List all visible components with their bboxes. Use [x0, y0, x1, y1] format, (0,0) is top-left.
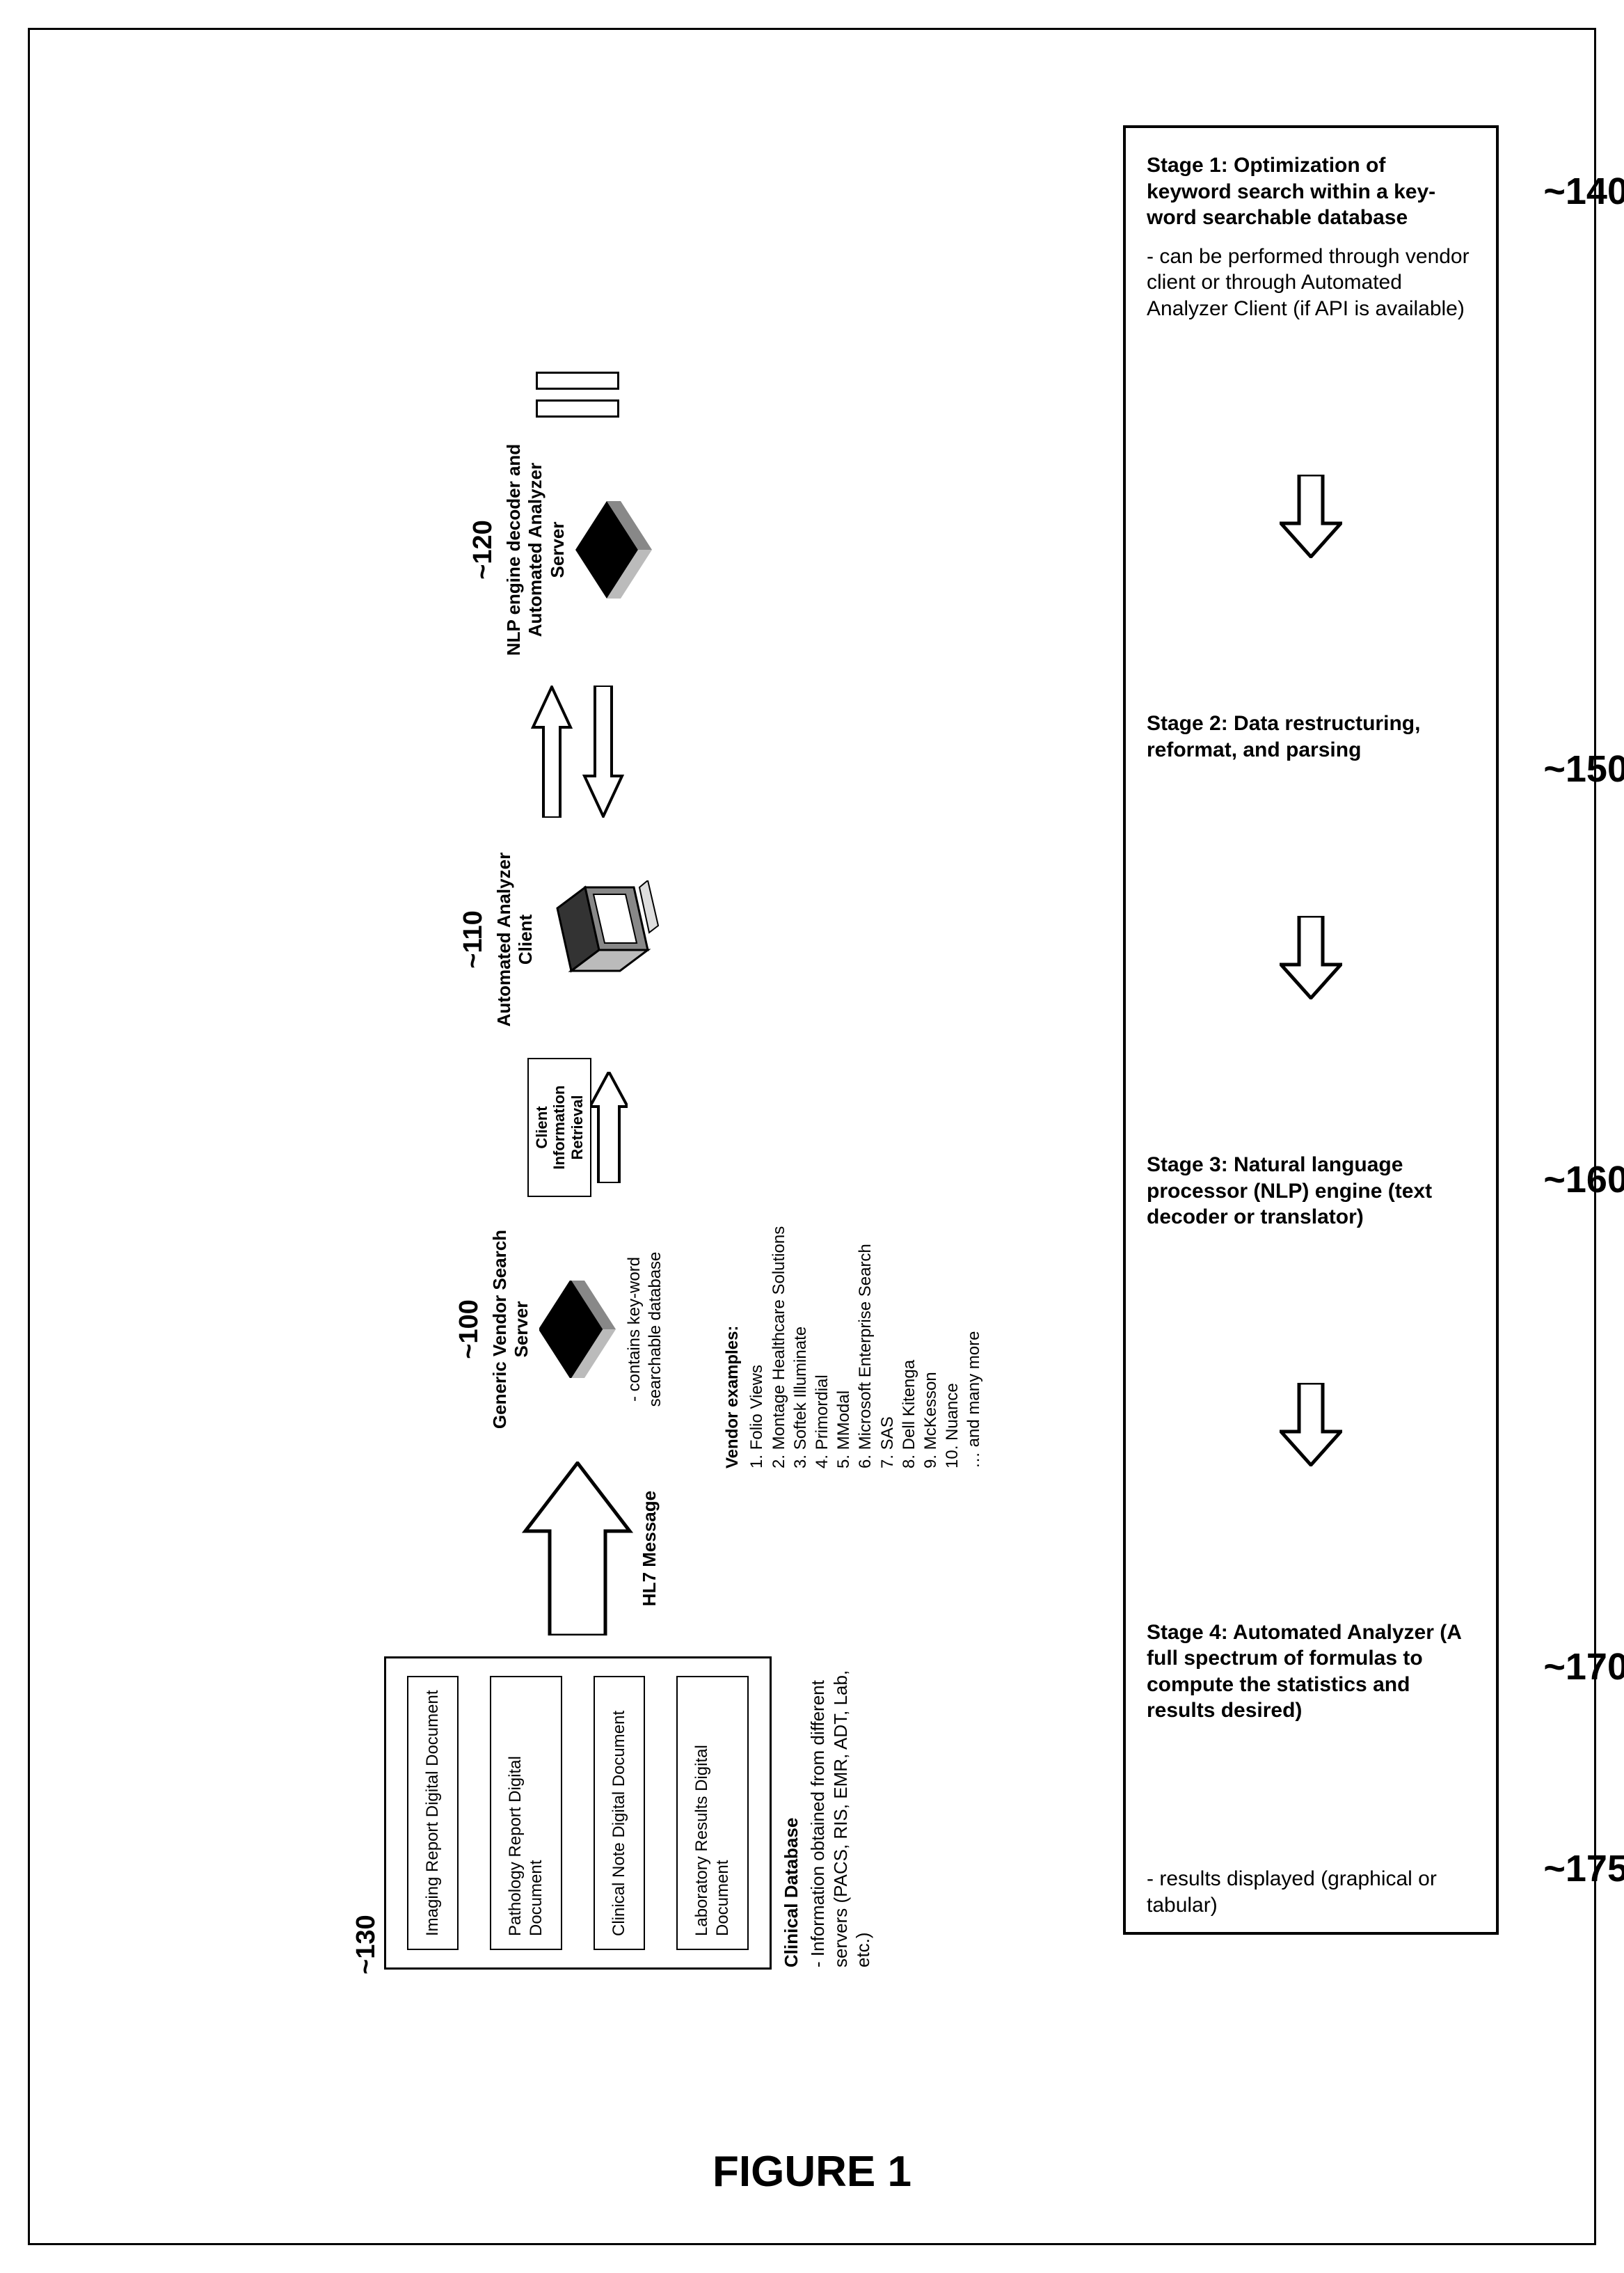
ref-160: ~160: [1543, 1158, 1624, 1201]
flow-row: ~130 Imaging Report Digital Document Pat…: [160, 132, 995, 1970]
doc-lab-results: Laboratory Results Digital Document: [676, 1676, 749, 1950]
stage-1-sub: - can be performed through vendor client…: [1147, 244, 1475, 322]
ref-150: ~150: [1543, 747, 1624, 791]
ref-100: ~100: [454, 1299, 484, 1359]
clinical-db-sub: - Information obtained from different se…: [806, 1658, 875, 1967]
vendor-server-sub: - contains key-word searchable database: [624, 1218, 666, 1441]
down-arrow-2: [1147, 916, 1475, 999]
stage-5-sub: - results displayed (graphical or tabula…: [1147, 1867, 1437, 1917]
stages-panel: ~140 ~150 ~160 ~170 ~175 Stage 1: Optimi…: [1123, 125, 1499, 1935]
ref-110: ~110: [459, 910, 488, 969]
vendor-item: 10. Nuance: [941, 1176, 963, 1468]
stage-3-title: Stage 3: Natural language processor (NLP…: [1147, 1153, 1432, 1228]
arrow-left-icon: [582, 686, 624, 818]
arrow-down-icon: [1280, 475, 1342, 558]
vendor-examples: Vendor examples: 1. Folio Views 2. Monta…: [722, 1176, 985, 1468]
cir-label: Client Information Retrieval: [527, 1058, 591, 1197]
stage-4: Stage 4: Automated Analyzer (A full spec…: [1147, 1619, 1475, 1724]
doc-pathology: Pathology Report Digital Document: [490, 1676, 562, 1950]
ref-120: ~120: [468, 520, 498, 580]
vendor-server-node: ~100 Generic Vendor Search Server - cont…: [489, 1218, 666, 1441]
vendor-item: 3. Softek Illuminate: [790, 1176, 811, 1468]
vendor-item: 5. MModal: [833, 1176, 854, 1468]
arrow-down-icon: [1280, 1383, 1342, 1466]
pause-bars-icon: [536, 372, 619, 418]
vendor-item: 1. Folio Views: [746, 1176, 767, 1468]
vendor-item: 4. Primordial: [811, 1176, 833, 1468]
nlp-server-node: ~120 NLP engine decoder and Automated An…: [503, 438, 652, 661]
down-arrow-1: [1147, 475, 1475, 558]
vendor-item: … and many more: [963, 1176, 985, 1468]
clinical-database-box: ~130 Imaging Report Digital Document Pat…: [384, 1656, 772, 1970]
workstation-icon: [543, 880, 662, 999]
clinical-db-title: Clinical Database: [781, 1818, 802, 1967]
stage-3: Stage 3: Natural language processor (NLP…: [1147, 1152, 1475, 1230]
ref-170: ~170: [1543, 1645, 1624, 1688]
vendor-item: 8. Dell Kitenga: [898, 1176, 920, 1468]
doc-clinical-note: Clinical Note Digital Document: [594, 1676, 645, 1950]
clinical-db-caption: Clinical Database - Information obtained…: [770, 1658, 875, 1967]
stage-5: - results displayed (graphical or tabula…: [1147, 1866, 1475, 1918]
doc-imaging: Imaging Report Digital Document: [407, 1676, 459, 1950]
bidirectional-arrows: [531, 682, 624, 821]
nlp-server-title: NLP engine decoder and Automated Analyze…: [503, 438, 568, 661]
stage-2: Stage 2: Data restructuring, reformat, a…: [1147, 711, 1475, 763]
server-diamond-icon: [539, 1281, 616, 1378]
vendor-item: 9. McKesson: [920, 1176, 941, 1468]
arrow-right-icon: [522, 1462, 633, 1636]
hl7-arrow: HL7 Message: [522, 1462, 633, 1636]
vendor-server-title: Generic Vendor Search Server: [489, 1218, 532, 1441]
stage-4-title: Stage 4: Automated Analyzer (A full spec…: [1147, 1621, 1461, 1722]
ref-130: ~130: [351, 1915, 381, 1974]
flow-diagram: ~130 Imaging Report Digital Document Pat…: [160, 132, 995, 1970]
hl7-label: HL7 Message: [633, 1462, 660, 1636]
stage-1: Stage 1: Optimization of keyword search …: [1147, 152, 1475, 322]
arrow-down-icon: [1280, 916, 1342, 999]
vendor-item: 6. Microsoft Enterprise Search: [854, 1176, 876, 1468]
ref-140: ~140: [1543, 170, 1624, 213]
figure-label: FIGURE 1: [713, 2147, 911, 2196]
down-arrow-3: [1147, 1383, 1475, 1466]
analyzer-client-node: ~110 Automated Analyzer Client: [493, 842, 662, 1037]
client-info-retrieval-arrow: Client Information Retrieval: [527, 1058, 628, 1197]
stage-1-title: Stage 1: Optimization of keyword search …: [1147, 154, 1435, 229]
server-diamond-icon: [575, 501, 652, 599]
client-title: Automated Analyzer Client: [493, 842, 536, 1037]
ref-175: ~175: [1543, 1847, 1624, 1890]
arrow-right-icon: [590, 1072, 628, 1183]
vendor-item: 2. Montage Healthcare Solutions: [768, 1176, 790, 1468]
vendor-item: 7. SAS: [877, 1176, 898, 1468]
vendors-header: Vendor examples:: [722, 1176, 743, 1468]
stage-2-title: Stage 2: Data restructuring, reformat, a…: [1147, 712, 1420, 761]
arrow-right-icon: [531, 686, 573, 818]
